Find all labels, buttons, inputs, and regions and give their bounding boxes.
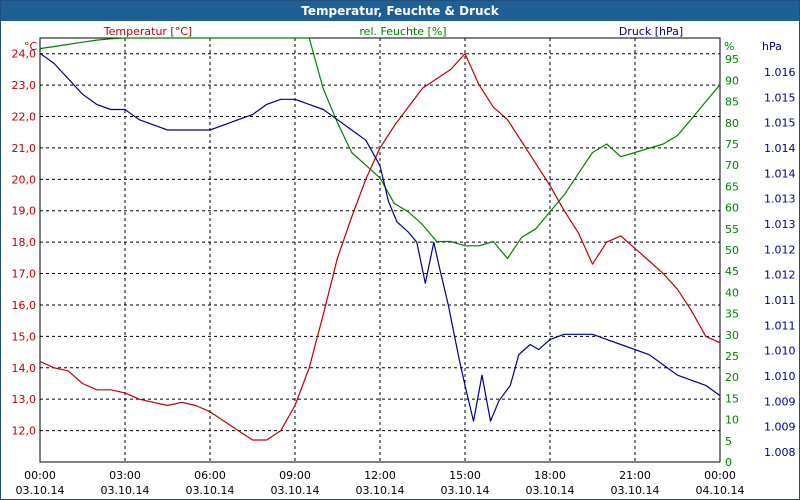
- pressure-tick: 1.015: [764, 91, 796, 104]
- x-tick-date: 04.10.14: [696, 484, 745, 497]
- x-tick-time: 18:00: [534, 469, 566, 482]
- pressure-tick: 1.010: [764, 370, 796, 383]
- humidity-tick: 5: [725, 435, 732, 448]
- x-tick-date: 03.10.14: [101, 484, 150, 497]
- temperature-axis-title: Temperatur [°C]: [103, 25, 192, 38]
- series-group: [39, 37, 721, 441]
- x-tick-time: 12:00: [364, 469, 396, 482]
- pressure-unit-label: hPa: [762, 40, 782, 53]
- humidity-tick: 70: [725, 159, 739, 172]
- chart-title: Temperatur, Feuchte & Druck: [1, 1, 799, 21]
- temperature-tick: 21,0: [12, 142, 37, 155]
- temperature-tick: 18,0: [12, 236, 37, 249]
- pressure-axis-title: Druck [hPa]: [619, 25, 683, 38]
- series-line-temperature: [39, 53, 721, 441]
- humidity-unit-label: %: [724, 40, 734, 53]
- humidity-tick: 95: [725, 53, 739, 66]
- temperature-tick: 20,0: [12, 173, 37, 186]
- x-tick-time: 00:00: [24, 469, 56, 482]
- humidity-tick: 30: [725, 329, 739, 342]
- temperature-tick: 14,0: [12, 362, 37, 375]
- temperature-unit-label: °C: [24, 40, 38, 53]
- pressure-tick: 1.015: [764, 117, 796, 130]
- pressure-tick: 1.009: [764, 395, 796, 408]
- pressure-tick: 1.011: [764, 294, 796, 307]
- x-tick-time: 21:00: [619, 469, 651, 482]
- pressure-tick: 1.013: [764, 193, 796, 206]
- pressure-tick: 1.008: [764, 446, 796, 459]
- temperature-tick: 24,0: [12, 48, 37, 61]
- temperature-tick: 23,0: [12, 79, 37, 92]
- x-tick-time: 09:00: [279, 469, 311, 482]
- temperature-tick: 12,0: [12, 425, 37, 438]
- series-line-pressure: [39, 52, 721, 422]
- x-tick-date: 03.10.14: [356, 484, 405, 497]
- pressure-tick: 1.011: [764, 319, 796, 332]
- pressure-tick: 1.014: [764, 142, 796, 155]
- humidity-axis-title: rel. Feuchte [%]: [359, 25, 446, 38]
- humidity-tick: 10: [725, 414, 739, 427]
- x-tick-date: 03.10.14: [526, 484, 575, 497]
- humidity-tick: 25: [725, 350, 739, 363]
- humidity-tick: 55: [725, 223, 739, 236]
- humidity-tick: 0: [725, 456, 732, 469]
- x-tick-date: 03.10.14: [441, 484, 490, 497]
- x-tick-time: 03:00: [109, 469, 141, 482]
- humidity-tick: 75: [725, 138, 739, 151]
- humidity-tick: 80: [725, 117, 739, 130]
- humidity-tick: 85: [725, 96, 739, 109]
- humidity-tick: 65: [725, 180, 739, 193]
- humidity-tick: 90: [725, 74, 739, 87]
- humidity-tick: 35: [725, 308, 739, 321]
- temperature-tick: 22,0: [12, 111, 37, 124]
- pressure-tick: 1.012: [764, 243, 796, 256]
- pressure-tick: 1.009: [764, 421, 796, 434]
- x-tick-time: 15:00: [449, 469, 481, 482]
- humidity-tick: 40: [725, 286, 739, 299]
- temperature-tick: 15,0: [12, 330, 37, 343]
- humidity-tick: 60: [725, 202, 739, 215]
- temperature-tick: 13,0: [12, 393, 37, 406]
- humidity-tick: 50: [725, 244, 739, 257]
- x-tick-date: 03.10.14: [16, 484, 65, 497]
- x-tick-date: 03.10.14: [186, 484, 235, 497]
- pressure-tick: 1.012: [764, 269, 796, 282]
- axis-ticks: 00:00 03.10.14 03:00 03.10.14 06:00 03.10.14 0…: [12, 48, 796, 497]
- pressure-tick: 1.013: [764, 218, 796, 231]
- humidity-tick: 20: [725, 371, 739, 384]
- temperature-tick: 16,0: [12, 299, 37, 312]
- x-tick-time: 06:00: [194, 469, 226, 482]
- pressure-tick: 1.016: [764, 66, 796, 79]
- temperature-tick: 19,0: [12, 205, 37, 218]
- temperature-tick: 17,0: [12, 268, 37, 281]
- pressure-tick: 1.014: [764, 167, 796, 180]
- x-tick-time: 00:00: [704, 469, 736, 482]
- series-line-humidity: [39, 37, 721, 260]
- humidity-tick: 15: [725, 392, 739, 405]
- pressure-tick: 1.010: [764, 345, 796, 358]
- x-tick-date: 03.10.14: [271, 484, 320, 497]
- humidity-tick: 45: [725, 265, 739, 278]
- x-tick-date: 03.10.14: [611, 484, 660, 497]
